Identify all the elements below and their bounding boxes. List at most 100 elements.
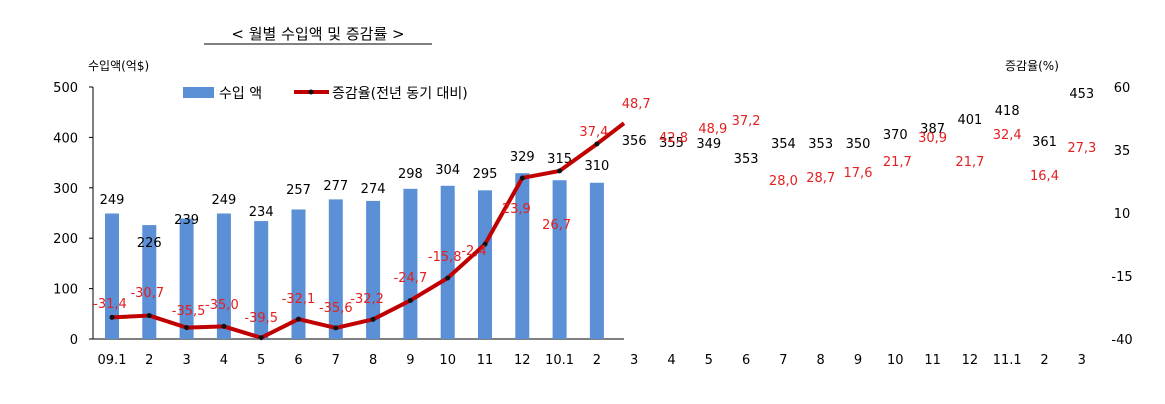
- x-tick-label: 09.1: [98, 353, 127, 368]
- bar: [403, 188, 418, 339]
- rate-point: [445, 275, 451, 281]
- rate-value-label: 16,4: [1030, 169, 1059, 184]
- bar-value-label: 277: [323, 179, 348, 194]
- x-tick-label: 10.1: [545, 353, 574, 368]
- bar-value-label: 418: [995, 104, 1020, 119]
- x-tick-label: 3: [630, 353, 638, 368]
- legend-line-marker: [308, 89, 314, 95]
- rate-value-label: 27,3: [1067, 141, 1096, 156]
- x-tick-label: 3: [182, 353, 190, 368]
- bar: [179, 218, 194, 339]
- bar-value-label: 298: [398, 167, 423, 182]
- rate-value-label: -31,4: [93, 297, 127, 312]
- bar: [440, 185, 455, 339]
- bar: [366, 200, 381, 339]
- x-axis-tick-labels: 09.1 2 3 4 5 6 7 8 9 10 11 12 10.1 2 3 4 5 6 7 8 9 10 11 12 11.1…: [98, 353, 1086, 368]
- rate-point: [146, 313, 152, 319]
- rate-value-label: 17,6: [844, 166, 873, 181]
- rate-value-label: -30,7: [130, 286, 164, 301]
- bar-value-labels: 249 226 239 249 234 257 277 274 298 304 295 329 315 3…: [100, 87, 1095, 251]
- bar-value-label: 353: [734, 152, 759, 167]
- rate-point: [557, 168, 563, 174]
- x-tick-label: 11: [924, 353, 941, 368]
- x-tick-label: 2: [145, 353, 153, 368]
- bar-value-label: 355: [659, 136, 684, 151]
- bar-value-label: 249: [100, 193, 125, 208]
- rate-point: [258, 335, 264, 341]
- rate-value-label: -32,2: [350, 292, 384, 307]
- x-tick-label: 6: [742, 353, 750, 368]
- right-tick-label: 60: [1114, 81, 1131, 96]
- rate-value-label: -39,5: [244, 311, 278, 326]
- rate-value-label: 37,2: [732, 114, 761, 129]
- x-tick-label: 11.1: [993, 353, 1022, 368]
- rate-point: [482, 241, 488, 247]
- rate-point: [296, 316, 301, 322]
- rate-point: [370, 316, 376, 322]
- bar-value-label: 370: [883, 128, 908, 143]
- left-axis-ticks: 0 100 200 300 400 500: [53, 81, 93, 348]
- legend: 수입 액 증감율(전년 동기 대비): [183, 86, 468, 102]
- rate-value-label: 28,7: [806, 171, 835, 186]
- rate-value-label: 48,7: [622, 97, 651, 112]
- x-tick-label: 7: [332, 353, 340, 368]
- x-tick-label: 2: [593, 353, 601, 368]
- rate-value-label: 28,0: [769, 174, 798, 189]
- left-tick-label: 400: [53, 131, 78, 146]
- bar-value-label: 310: [584, 159, 609, 174]
- rate-value-label: 21,7: [883, 155, 912, 170]
- rate-value-label: -24,7: [394, 271, 428, 286]
- right-tick-label: 35: [1114, 144, 1131, 159]
- chart-title: < 월별 수입액 및 증감률 >: [231, 25, 404, 43]
- bar-value-label: 249: [211, 193, 236, 208]
- rate-point: [221, 323, 227, 329]
- rate-value-label: -32,1: [282, 292, 316, 307]
- right-axis-unit: 증감율(%): [1005, 59, 1059, 73]
- rate-value-label: 30,9: [918, 131, 947, 146]
- left-tick-label: 500: [53, 81, 78, 96]
- bar-value-label: 329: [510, 150, 535, 165]
- rate-point: [109, 314, 115, 320]
- rate-value-label: 42,8: [659, 131, 688, 146]
- bar-value-label: 356: [622, 134, 647, 149]
- right-tick-label: -15: [1111, 270, 1132, 285]
- left-tick-label: 100: [53, 283, 78, 298]
- left-tick-label: 0: [70, 333, 78, 348]
- x-tick-label: 6: [294, 353, 302, 368]
- bar-value-label: 315: [547, 152, 572, 167]
- bar-value-label: 234: [249, 205, 274, 220]
- rate-point: [333, 325, 339, 331]
- bar: [552, 180, 567, 339]
- x-tick-label: 9: [854, 353, 862, 368]
- rate-value-label: 21,7: [955, 155, 984, 170]
- rate-value-label: -2,4: [461, 244, 486, 259]
- right-axis-ticks: -40 -15 10 35 60: [1111, 81, 1132, 348]
- x-tick-label: 3: [1078, 353, 1086, 368]
- bar: [328, 199, 343, 339]
- x-tick-label: 10: [439, 353, 456, 368]
- rate-value-label: -35,0: [205, 298, 239, 313]
- rate-value-label: -35,6: [319, 301, 353, 316]
- rate-point: [519, 175, 525, 181]
- bar: [254, 221, 269, 339]
- rate-point: [184, 325, 190, 331]
- bar-series: [105, 173, 604, 339]
- bar-value-label: 453: [1069, 87, 1094, 102]
- bar-value-label: 304: [435, 163, 460, 178]
- bar: [291, 209, 306, 339]
- legend-line-label: 증감율(전년 동기 대비): [332, 86, 468, 102]
- bar-value-label: 349: [696, 137, 721, 152]
- right-tick-label: -40: [1111, 333, 1132, 348]
- right-tick-label: 10: [1114, 207, 1131, 222]
- x-tick-label: 9: [406, 353, 414, 368]
- legend-bar-swatch: [183, 87, 214, 98]
- left-tick-label: 300: [53, 182, 78, 197]
- bar: [216, 213, 231, 339]
- rate-value-labels: -31,4-30,7 -35,5 -35,0 -39,5 -32,1-35,6-32,2…: [93, 97, 1096, 326]
- x-tick-label: 10: [887, 353, 904, 368]
- x-tick-label: 4: [220, 353, 228, 368]
- bar-value-label: 350: [846, 137, 871, 152]
- bar: [142, 225, 157, 339]
- bar: [515, 173, 530, 339]
- bar-value-label: 226: [137, 236, 162, 251]
